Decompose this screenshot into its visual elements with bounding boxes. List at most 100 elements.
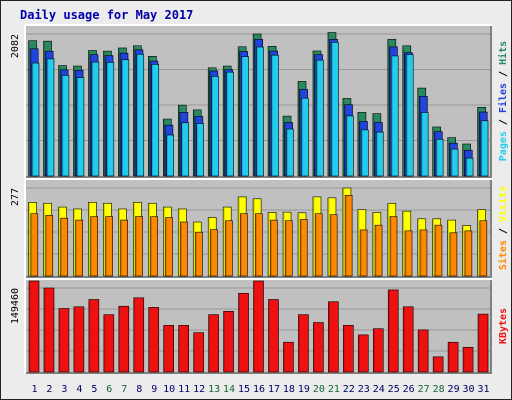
bar-visits-sites-31 xyxy=(479,220,488,277)
bar-visits-sites-22 xyxy=(344,195,353,277)
bar-traffic-pages-14 xyxy=(226,71,234,177)
bar-kbytes-kbytes-31 xyxy=(477,313,489,373)
bar-traffic-pages-23 xyxy=(360,129,369,177)
bar-kbytes-kbytes-11 xyxy=(178,325,189,373)
bar-kbytes-kbytes-17 xyxy=(268,299,279,373)
bar-kbytes-kbytes-7 xyxy=(118,305,130,373)
panel-kbytes-legend-label: KBytes xyxy=(498,308,509,344)
bar-traffic-pages-15 xyxy=(241,56,249,177)
bar-kbytes-kbytes-6 xyxy=(103,314,115,373)
x-tick-label-8: 8 xyxy=(136,384,142,395)
x-tick-label-3: 3 xyxy=(61,384,67,395)
bar-kbytes-kbytes-26 xyxy=(402,306,414,373)
bar-traffic-pages-30 xyxy=(465,157,474,177)
bar-visits-sites-3 xyxy=(60,217,69,277)
bar-kbytes-kbytes-29 xyxy=(447,341,459,373)
bar-kbytes-kbytes-16 xyxy=(253,280,264,373)
bar-visits-sites-14 xyxy=(225,220,233,277)
bar-visits-sites-9 xyxy=(150,216,158,277)
x-tick-label-25: 25 xyxy=(388,384,400,395)
bar-visits-sites-26 xyxy=(404,230,413,277)
x-tick-label-18: 18 xyxy=(283,384,295,395)
bar-kbytes-kbytes-30 xyxy=(462,346,474,373)
bar-visits-sites-11 xyxy=(180,221,188,277)
x-tick-label-7: 7 xyxy=(121,384,127,395)
bar-traffic-pages-8 xyxy=(136,53,145,177)
panel-kbytes-ytick-label: 149460 xyxy=(10,288,21,324)
x-tick-label-19: 19 xyxy=(298,384,310,395)
x-tick-label-22: 22 xyxy=(343,384,355,395)
bar-kbytes-kbytes-25 xyxy=(387,289,399,373)
bar-kbytes-kbytes-23 xyxy=(357,334,369,373)
x-tick-label-17: 17 xyxy=(268,384,280,395)
x-tick-label-2: 2 xyxy=(46,384,52,395)
bar-visits-sites-12 xyxy=(195,231,203,277)
bar-kbytes-kbytes-15 xyxy=(238,293,249,373)
bar-traffic-pages-17 xyxy=(271,54,279,177)
bar-visits-sites-19 xyxy=(299,219,308,277)
bar-kbytes-kbytes-12 xyxy=(193,332,204,373)
bar-traffic-pages-18 xyxy=(286,128,294,177)
bar-visits-sites-23 xyxy=(359,229,368,277)
bar-visits-sites-2 xyxy=(45,215,54,277)
bar-traffic-pages-24 xyxy=(375,131,384,177)
bar-visits-sites-25 xyxy=(389,216,398,277)
bar-kbytes-kbytes-19 xyxy=(298,314,309,373)
legend-hits: Hits xyxy=(497,41,509,65)
bar-visits-sites-7 xyxy=(120,219,128,277)
bar-traffic-pages-22 xyxy=(346,115,354,177)
x-tick-label-27: 27 xyxy=(418,384,430,395)
bar-kbytes-kbytes-18 xyxy=(283,341,294,373)
bar-traffic-pages-21 xyxy=(331,42,339,177)
x-tick-label-29: 29 xyxy=(448,384,460,395)
bar-traffic-pages-13 xyxy=(211,76,219,177)
x-tick-label-1: 1 xyxy=(31,384,37,395)
bar-kbytes-kbytes-14 xyxy=(223,311,234,373)
x-tick-label-26: 26 xyxy=(403,384,415,395)
bar-traffic-pages-26 xyxy=(405,54,414,177)
bar-visits-sites-13 xyxy=(210,229,218,277)
x-tick-label-30: 30 xyxy=(463,384,475,395)
bar-visits-sites-27 xyxy=(419,229,428,277)
bar-visits-sites-24 xyxy=(374,224,383,277)
legend-pages: Pages xyxy=(498,131,509,161)
bar-traffic-pages-31 xyxy=(480,120,489,177)
x-tick-label-4: 4 xyxy=(76,384,82,395)
panel-visits-ytick-label: 277 xyxy=(10,188,21,206)
bar-kbytes-kbytes-2 xyxy=(43,287,55,373)
x-tick-label-24: 24 xyxy=(373,384,385,395)
panel-visits-legend-label: Sites / Visits xyxy=(497,186,509,270)
bar-visits-sites-10 xyxy=(165,217,173,277)
bar-visits-sites-5 xyxy=(90,216,98,277)
x-tick-label-23: 23 xyxy=(358,384,370,395)
panel-traffic-legend-label: Pages / Files / Hits xyxy=(497,41,509,161)
x-tick-label-15: 15 xyxy=(238,384,250,395)
chart-title: Daily usage for May 2017 xyxy=(20,8,193,22)
bar-kbytes-kbytes-24 xyxy=(372,328,384,373)
x-tick-label-6: 6 xyxy=(106,384,112,395)
bar-traffic-pages-29 xyxy=(450,148,459,177)
bar-kbytes-kbytes-3 xyxy=(58,308,70,373)
bar-visits-sites-6 xyxy=(105,216,113,277)
x-tick-label-31: 31 xyxy=(477,384,489,395)
bar-traffic-pages-6 xyxy=(106,62,115,177)
bar-traffic-pages-19 xyxy=(301,97,309,177)
bar-traffic-pages-9 xyxy=(151,64,160,177)
legend-kbytes: KBytes xyxy=(498,308,509,344)
bar-visits-sites-17 xyxy=(269,219,278,277)
bar-kbytes-kbytes-10 xyxy=(163,325,175,373)
bar-visits-sites-21 xyxy=(329,214,338,277)
bar-visits-sites-4 xyxy=(75,219,84,277)
x-tick-label-9: 9 xyxy=(151,384,157,395)
bar-traffic-pages-10 xyxy=(166,134,175,177)
legend-sites: Sites xyxy=(497,240,509,270)
bar-traffic-pages-7 xyxy=(121,59,130,177)
bar-traffic-pages-28 xyxy=(435,139,444,177)
bar-visits-sites-18 xyxy=(284,220,293,277)
bar-traffic-pages-27 xyxy=(420,112,429,177)
bar-kbytes-kbytes-13 xyxy=(208,314,219,373)
bar-traffic-pages-12 xyxy=(196,123,204,177)
x-tick-label-12: 12 xyxy=(193,384,205,395)
bar-kbytes-kbytes-4 xyxy=(73,306,85,373)
